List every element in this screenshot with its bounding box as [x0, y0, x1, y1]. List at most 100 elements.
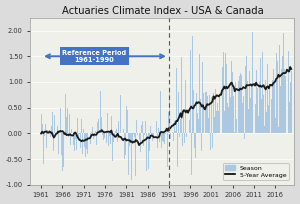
Bar	[90, 133, 91, 144]
Bar	[200, 99, 201, 133]
Bar	[262, 52, 263, 133]
Bar	[143, 133, 144, 146]
Bar	[46, 133, 47, 148]
Bar	[151, 133, 152, 136]
Bar	[71, 129, 73, 133]
Bar	[215, 89, 216, 133]
Bar	[153, 133, 154, 139]
Bar	[101, 117, 102, 133]
Bar	[110, 133, 111, 144]
Bar	[224, 111, 225, 133]
Bar	[199, 54, 200, 133]
Bar	[135, 133, 136, 176]
Bar	[233, 96, 234, 133]
Bar	[170, 133, 172, 139]
Bar	[80, 133, 81, 148]
Bar	[131, 133, 132, 180]
Bar	[133, 133, 134, 134]
Bar	[242, 103, 243, 133]
Bar	[265, 80, 266, 133]
Bar	[51, 126, 52, 133]
Bar	[169, 91, 170, 133]
Bar	[212, 133, 213, 148]
Bar	[141, 125, 142, 133]
Bar	[79, 133, 80, 134]
Bar	[286, 62, 287, 133]
Bar	[193, 90, 194, 133]
Bar	[48, 132, 49, 133]
Bar	[120, 95, 122, 133]
Bar	[146, 133, 147, 171]
Bar	[118, 121, 119, 133]
Bar	[255, 104, 256, 133]
Bar	[144, 133, 145, 135]
Bar	[203, 93, 205, 133]
Bar	[186, 133, 188, 137]
Bar	[240, 73, 241, 133]
Bar	[152, 133, 153, 141]
Bar	[246, 56, 247, 133]
Bar	[67, 108, 68, 133]
Bar	[100, 91, 101, 133]
Bar	[181, 57, 182, 133]
Bar	[137, 133, 139, 135]
Bar	[60, 108, 61, 133]
Bar	[43, 133, 44, 164]
Bar	[166, 132, 167, 133]
Bar	[168, 112, 169, 133]
Bar	[81, 119, 82, 133]
Bar	[167, 133, 168, 167]
Bar	[172, 133, 174, 141]
Bar	[102, 133, 103, 135]
Bar	[227, 103, 228, 133]
Bar	[238, 76, 240, 133]
Bar	[54, 115, 56, 133]
Bar	[162, 133, 163, 141]
Bar	[59, 132, 60, 133]
Bar	[196, 93, 197, 133]
Bar	[271, 99, 272, 133]
Bar	[250, 98, 251, 133]
Bar	[274, 82, 275, 133]
Bar	[243, 96, 244, 133]
Bar	[279, 45, 280, 133]
Bar	[216, 111, 217, 133]
Bar	[251, 85, 252, 133]
Bar	[282, 56, 283, 133]
Bar	[231, 61, 232, 133]
Bar	[116, 129, 117, 133]
Title: Actuaries Climate Index - USA & Canada: Actuaries Climate Index - USA & Canada	[61, 6, 263, 16]
Bar	[157, 133, 158, 148]
Bar	[285, 76, 286, 133]
Bar	[201, 133, 202, 151]
Bar	[117, 133, 118, 142]
Bar	[78, 133, 79, 138]
Bar	[264, 126, 265, 133]
Bar	[258, 116, 259, 133]
Bar	[40, 114, 42, 133]
Bar	[49, 133, 50, 134]
Bar	[76, 133, 77, 150]
Bar	[95, 131, 96, 133]
Bar	[267, 64, 268, 133]
Bar	[281, 69, 282, 133]
Bar	[194, 133, 195, 148]
Bar	[283, 33, 284, 133]
Bar	[195, 133, 196, 158]
Bar	[209, 95, 210, 133]
Bar	[182, 133, 183, 146]
Bar	[245, 66, 246, 133]
Bar	[288, 51, 289, 133]
Bar	[208, 118, 209, 133]
Bar	[161, 133, 162, 148]
Bar	[175, 131, 176, 133]
Bar	[290, 82, 291, 133]
Bar	[225, 53, 226, 133]
Bar	[252, 32, 253, 133]
Bar	[165, 133, 166, 134]
Bar	[210, 133, 211, 150]
Bar	[223, 52, 224, 133]
Bar	[163, 133, 164, 142]
Bar	[263, 95, 264, 133]
Bar	[104, 133, 106, 137]
